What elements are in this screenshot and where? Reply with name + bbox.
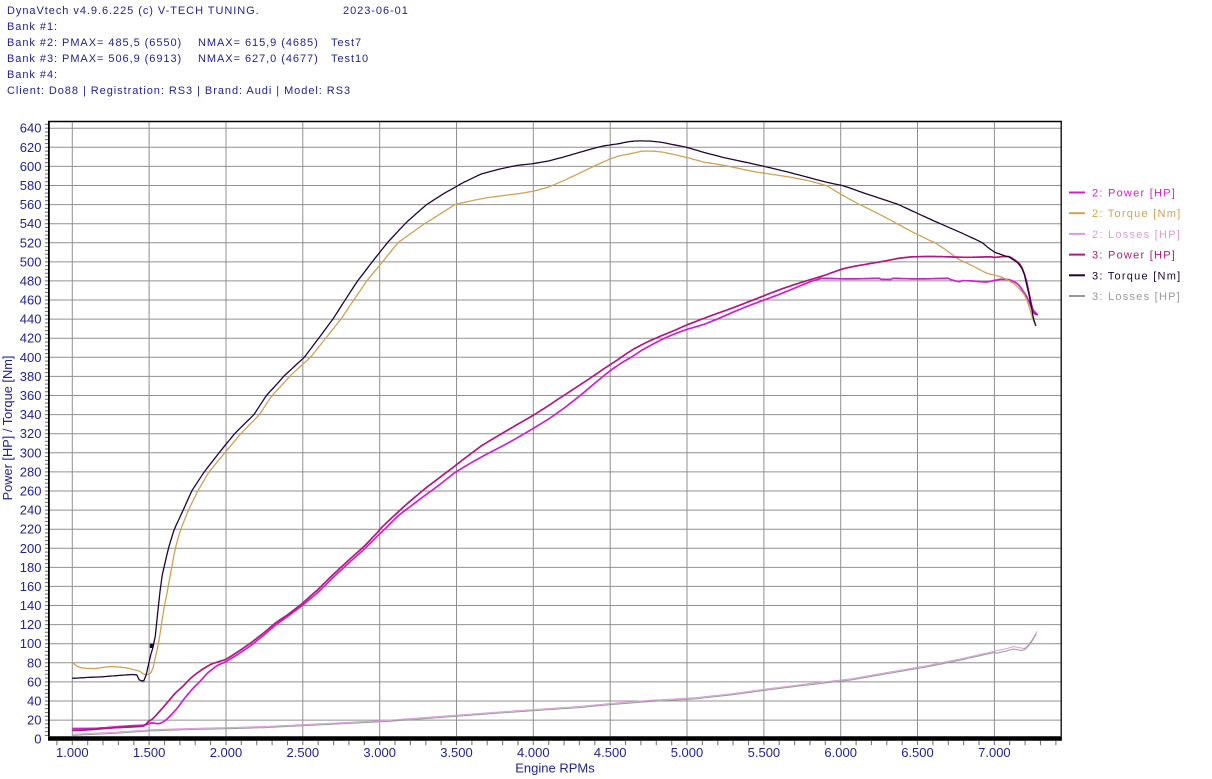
svg-text:80: 80	[27, 655, 41, 670]
svg-text:Bank #1:: Bank #1:	[7, 21, 58, 33]
svg-text:220: 220	[20, 522, 42, 537]
svg-text:560: 560	[20, 197, 42, 212]
svg-text:2.500: 2.500	[287, 745, 320, 760]
svg-text:260: 260	[20, 484, 42, 499]
svg-text:2: Losses [HP]: 2: Losses [HP]	[1092, 229, 1181, 241]
svg-text:580: 580	[20, 178, 42, 193]
svg-text:500: 500	[20, 254, 42, 269]
svg-text:Client: Do88 | Registration: R: Client: Do88 | Registration: RS3 | Brand…	[7, 85, 351, 97]
svg-text:320: 320	[20, 426, 42, 441]
svg-text:100: 100	[20, 636, 42, 651]
svg-text:400: 400	[20, 350, 42, 365]
svg-text:380: 380	[20, 369, 42, 384]
svg-text:3.000: 3.000	[363, 745, 396, 760]
svg-text:420: 420	[20, 331, 42, 346]
svg-text:3.500: 3.500	[440, 745, 473, 760]
svg-text:120: 120	[20, 617, 42, 632]
svg-text:5.000: 5.000	[671, 745, 704, 760]
svg-text:2.000: 2.000	[210, 745, 243, 760]
svg-text:3: Power [HP]: 3: Power [HP]	[1092, 250, 1176, 262]
svg-text:360: 360	[20, 388, 42, 403]
svg-text:1.000: 1.000	[56, 745, 89, 760]
svg-text:4.000: 4.000	[517, 745, 550, 760]
svg-text:NMAX= 627,0 (4677): NMAX= 627,0 (4677)	[198, 53, 319, 65]
svg-text:3: Losses [HP]: 3: Losses [HP]	[1092, 291, 1181, 303]
svg-text:0: 0	[34, 732, 41, 747]
svg-text:NMAX= 615,9 (4685): NMAX= 615,9 (4685)	[198, 37, 319, 49]
svg-text:Bank #3: PMAX= 506,9 (6913): Bank #3: PMAX= 506,9 (6913)	[7, 53, 182, 65]
svg-text:7.000: 7.000	[978, 745, 1011, 760]
svg-text:540: 540	[20, 216, 42, 231]
svg-text:440: 440	[20, 312, 42, 327]
svg-text:40: 40	[27, 694, 41, 709]
svg-text:460: 460	[20, 293, 42, 308]
svg-text:600: 600	[20, 159, 42, 174]
svg-text:180: 180	[20, 560, 42, 575]
svg-text:300: 300	[20, 445, 42, 460]
svg-text:160: 160	[20, 579, 42, 594]
svg-text:Bank #2: PMAX= 485,5 (6550): Bank #2: PMAX= 485,5 (6550)	[7, 37, 182, 49]
svg-text:5.500: 5.500	[748, 745, 781, 760]
svg-text:Power [HP] / Torque [Nm]: Power [HP] / Torque [Nm]	[0, 356, 15, 501]
svg-text:2: Torque [Nm]: 2: Torque [Nm]	[1092, 208, 1181, 220]
svg-text:Test7: Test7	[331, 37, 362, 49]
svg-text:620: 620	[20, 140, 42, 155]
svg-text:2: Power [HP]: 2: Power [HP]	[1092, 188, 1176, 200]
svg-text:520: 520	[20, 235, 42, 250]
svg-text:Test10: Test10	[331, 53, 369, 65]
svg-text:200: 200	[20, 541, 42, 556]
svg-text:Engine RPMs: Engine RPMs	[515, 761, 595, 776]
svg-text:1.500: 1.500	[133, 745, 166, 760]
svg-text:640: 640	[20, 121, 42, 136]
svg-text:340: 340	[20, 407, 42, 422]
svg-text:6.500: 6.500	[901, 745, 934, 760]
svg-text:240: 240	[20, 503, 42, 518]
svg-text:280: 280	[20, 464, 42, 479]
svg-text:4.500: 4.500	[594, 745, 627, 760]
svg-text:20: 20	[27, 713, 41, 728]
svg-text:140: 140	[20, 598, 42, 613]
svg-text:480: 480	[20, 273, 42, 288]
svg-text:DynaVtech v4.9.6.225 (c) V-TEC: DynaVtech v4.9.6.225 (c) V-TECH TUNING.	[7, 5, 260, 17]
svg-text:2023-06-01: 2023-06-01	[343, 5, 409, 17]
svg-text:6.000: 6.000	[824, 745, 857, 760]
svg-text:3: Torque [Nm]: 3: Torque [Nm]	[1092, 270, 1181, 282]
svg-text:60: 60	[27, 674, 41, 689]
svg-text:Bank #4:: Bank #4:	[7, 69, 58, 81]
